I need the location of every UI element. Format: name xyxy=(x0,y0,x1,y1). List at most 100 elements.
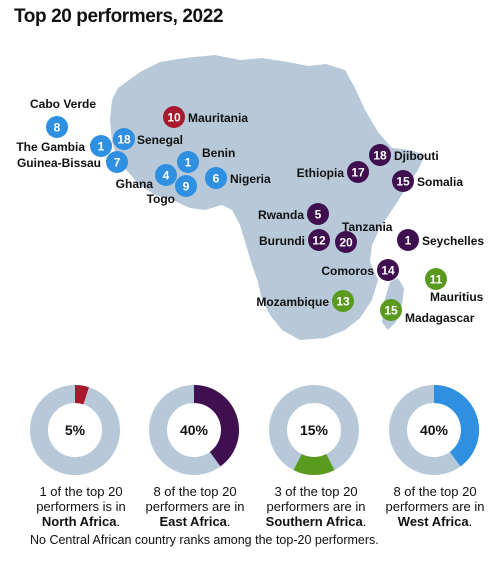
marker-country-label: Benin xyxy=(202,146,235,160)
marker-rank: 18 xyxy=(373,149,387,163)
marker-circle xyxy=(347,161,369,183)
caption-west: 8 of the top 20 performers are in West A… xyxy=(375,484,495,529)
marker-rank: 1 xyxy=(405,234,412,248)
marker-circle xyxy=(90,135,112,157)
caption-north: 1 of the top 20 performers is in North A… xyxy=(21,484,141,529)
marker-country-label: Ghana xyxy=(116,177,154,191)
marker-circle xyxy=(377,259,399,281)
marker-country-label: Senegal xyxy=(137,133,183,147)
donut-southern: 15% xyxy=(269,385,359,475)
marker-country-label: Burundi xyxy=(259,234,305,248)
chart-title: Top 20 performers, 2022 xyxy=(14,6,224,27)
marker-country-label: Ethiopia xyxy=(297,166,345,180)
caption-southern: 3 of the top 20 performers are in Southe… xyxy=(256,484,376,529)
caption-east-pre: 8 of the top 20 performers are in xyxy=(145,484,245,514)
map-marker-madagascar: 15 Madagascar xyxy=(380,299,475,325)
map-marker-the-gambia: 1 The Gambia xyxy=(16,135,112,157)
map-marker-ghana: 4 Ghana xyxy=(116,164,177,191)
marker-rank: 14 xyxy=(381,264,395,278)
marker-circle xyxy=(113,128,135,150)
map-marker-djibouti: 18 Djibouti xyxy=(369,144,439,166)
map-marker-seychelles: 1 Seychelles xyxy=(397,229,484,251)
marker-rank: 4 xyxy=(163,169,170,183)
marker-rank: 17 xyxy=(351,166,365,180)
marker-country-label: Mozambique xyxy=(256,295,329,309)
marker-circle xyxy=(380,299,402,321)
marker-rank: 5 xyxy=(315,208,322,222)
marker-circle xyxy=(425,268,447,290)
donut-percent-label: 15% xyxy=(300,422,329,438)
marker-country-label: Rwanda xyxy=(258,208,304,222)
caption-west-post: . xyxy=(468,514,473,529)
marker-country-label: Nigeria xyxy=(230,172,271,186)
caption-southern-region: Southern Africa xyxy=(265,514,363,529)
marker-country-label: Togo xyxy=(147,192,175,206)
donut-percent-label: 40% xyxy=(420,422,449,438)
marker-circle xyxy=(175,175,197,197)
caption-southern-post: . xyxy=(362,514,367,529)
marker-country-label: Somalia xyxy=(417,175,463,189)
marker-rank: 10 xyxy=(167,111,181,125)
africa-mainland-shape xyxy=(110,55,425,340)
map-marker-benin: 1 Benin xyxy=(177,146,235,173)
marker-rank: 20 xyxy=(339,236,353,250)
map-marker-nigeria: 6 Nigeria xyxy=(205,167,271,189)
marker-country-label: Tanzania xyxy=(342,220,393,234)
marker-rank: 8 xyxy=(54,121,61,135)
marker-rank: 15 xyxy=(396,175,410,189)
caption-west-region: West Africa xyxy=(397,514,469,529)
donut-segment xyxy=(74,385,89,405)
marker-circle xyxy=(163,106,185,128)
map-marker-mozambique: 13 Mozambique xyxy=(256,290,354,312)
marker-rank: 12 xyxy=(312,234,326,248)
marker-rank: 1 xyxy=(98,140,105,154)
marker-country-label: Madagascar xyxy=(405,311,475,325)
marker-rank: 9 xyxy=(183,180,190,194)
donut-segment xyxy=(433,385,479,467)
map-marker-comoros: 14 Comoros xyxy=(321,259,399,281)
caption-west-pre: 8 of the top 20 performers are in xyxy=(385,484,485,514)
caption-east-region: East Africa xyxy=(159,514,227,529)
map-marker-burundi: 12 Burundi xyxy=(259,229,330,251)
marker-rank: 1 xyxy=(185,156,192,170)
caption-southern-pre: 3 of the top 20 performers are in xyxy=(266,484,366,514)
marker-rank: 7 xyxy=(114,156,121,170)
donut-west: 40% xyxy=(389,385,479,475)
donut-north: 5% xyxy=(30,385,120,475)
donut-percent-label: 40% xyxy=(180,422,209,438)
map-marker-tanzania: 20 Tanzania xyxy=(335,220,393,253)
caption-north-post: . xyxy=(116,514,121,529)
footnote: No Central African country ranks among t… xyxy=(30,533,379,547)
map-marker-rwanda: 5 Rwanda xyxy=(258,203,329,225)
marker-circle xyxy=(397,229,419,251)
marker-circle xyxy=(307,203,329,225)
map-marker-guinea-bissau: 7 Guinea-Bissau xyxy=(17,151,128,173)
marker-country-label: Comoros xyxy=(321,264,374,278)
donut-east: 40% xyxy=(149,385,239,475)
donut-percent-label: 5% xyxy=(65,422,86,438)
marker-country-label: Djibouti xyxy=(394,149,439,163)
marker-circle xyxy=(46,116,68,138)
marker-rank: 15 xyxy=(384,304,398,318)
donut-segment xyxy=(193,385,239,467)
caption-east-post: . xyxy=(226,514,231,529)
marker-rank: 6 xyxy=(213,172,220,186)
map-marker-togo: 9 Togo xyxy=(147,175,197,206)
map-marker-mauritania: 10 Mauritania xyxy=(163,106,248,128)
marker-circle xyxy=(332,290,354,312)
marker-circle xyxy=(205,167,227,189)
map-marker-ethiopia: 17 Ethiopia xyxy=(297,161,369,183)
caption-east: 8 of the top 20 performers are in East A… xyxy=(135,484,255,529)
marker-country-label: Guinea-Bissau xyxy=(17,156,101,170)
caption-north-pre: 1 of the top 20 performers is in xyxy=(36,484,126,514)
map-marker-mauritius: 11 Mauritius xyxy=(425,268,484,304)
marker-rank: 18 xyxy=(117,133,131,147)
marker-circle xyxy=(335,231,357,253)
marker-rank: 13 xyxy=(336,295,350,309)
marker-country-label: Mauritius xyxy=(430,290,484,304)
marker-country-label: Seychelles xyxy=(422,234,484,248)
map-marker-senegal: 18 Senegal xyxy=(113,128,183,150)
map-marker-cabo-verde: 8 Cabo Verde xyxy=(30,97,96,138)
caption-north-region: North Africa xyxy=(41,514,117,529)
